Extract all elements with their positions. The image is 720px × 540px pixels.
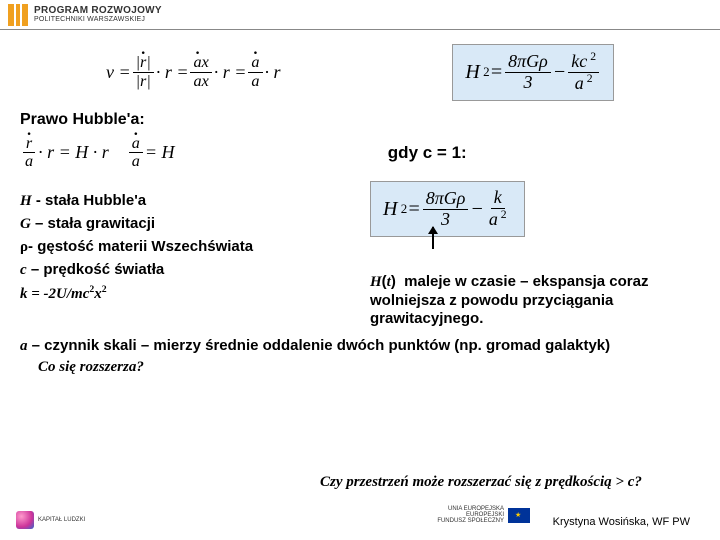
arrow-up-icon <box>432 227 434 249</box>
friedmann-equation-c1: H 2 = 8πGρ3 − ka 2 <box>370 181 525 237</box>
question-left: Co się rozszerza? <box>38 358 700 377</box>
eu-flag-icon <box>508 508 530 523</box>
pr-logo <box>8 4 28 26</box>
question-right: Czy przestrzeń może rozszerzać się z prę… <box>320 473 680 492</box>
slide-content: v = |r||r| · r = axax · r = aa · r H 2 =… <box>0 30 720 385</box>
definitions-column: H - stała Hubble'a G – stała grawitacji … <box>20 187 350 308</box>
ht-decreasing-note: H(t) maleje w czasie – ekspansja coraz w… <box>370 273 700 329</box>
def-k: k = -2U/mc2x2 <box>20 284 350 303</box>
header-line1: PROGRAM ROZWOJOWY <box>34 6 162 16</box>
header-titles: PROGRAM ROZWOJOWY POLITECHNIKI WARSZAWSK… <box>34 6 162 23</box>
def-a: a – czynnik skali – mierzy średnie oddal… <box>20 337 700 377</box>
eu-block: UNIA EUROPEJSKAEUROPEJSKIFUNDUSZ SPOŁECZ… <box>437 506 530 524</box>
kapital-ludzki-text: KAPITAŁ LUDZKI <box>38 517 85 523</box>
program-header: PROGRAM ROZWOJOWY POLITECHNIKI WARSZAWSK… <box>0 0 720 30</box>
def-c: c – prędkość światła <box>20 261 350 279</box>
def-rho: ρ- gęstość materii Wszechświata <box>20 238 350 256</box>
gdy-c1-label: gdy c = 1: <box>388 143 467 163</box>
friedmann-c1-wrap: H 2 = 8πGρ3 − ka 2 <box>370 181 525 237</box>
def-G: G – stała grawitacji <box>20 215 350 233</box>
friedmann-equation-full: H 2 = 8πGρ3 − kc 2a 2 <box>452 44 614 101</box>
header-line2: POLITECHNIKI WARSZAWSKIEJ <box>34 16 162 23</box>
velocity-equation: v = |r||r| · r = axax · r = aa · r <box>106 54 281 91</box>
eu-text: UNIA EUROPEJSKAEUROPEJSKIFUNDUSZ SPOŁECZ… <box>437 506 504 524</box>
hubble-law-label: Prawo Hubble'a: <box>20 111 700 129</box>
two-column-area: H - stała Hubble'a G – stała grawitacji … <box>20 181 700 329</box>
bottom-block: a – czynnik skali – mierzy średnie oddal… <box>20 337 700 377</box>
footer-left: KAPITAŁ LUDZKI <box>16 511 85 529</box>
author-label: Krystyna Wosińska, WF PW <box>553 516 690 528</box>
kapital-ludzki-logo-icon <box>16 511 34 529</box>
hubble-def-equation: ra · r = H · r aa = H <box>20 135 175 172</box>
hubble-definition-row: ra · r = H · r aa = H gdy c = 1: <box>20 135 700 172</box>
footer: KAPITAŁ LUDZKI UNIA EUROPEJSKAEUROPEJSKI… <box>0 504 720 536</box>
equation-row-top: v = |r||r| · r = axax · r = aa · r H 2 =… <box>20 44 700 101</box>
def-H: H - stała Hubble'a <box>20 192 350 210</box>
right-column: H 2 = 8πGρ3 − ka 2 H(t) maleje w czasie … <box>370 181 700 329</box>
